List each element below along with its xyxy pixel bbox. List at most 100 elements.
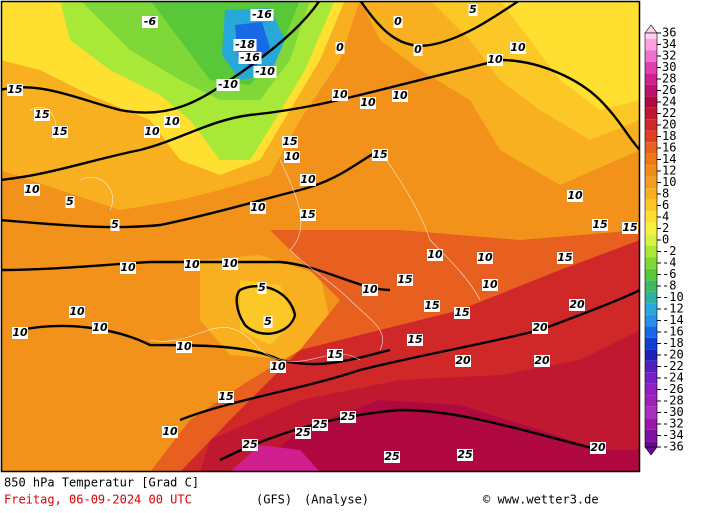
- map-date: Freitag, 06-09-2024 00 UTC: [4, 493, 192, 507]
- contour-label-bg: [233, 39, 257, 51]
- legend-swatch: [645, 130, 657, 143]
- legend-swatch: [645, 199, 657, 212]
- contour-label-bg: [312, 419, 328, 431]
- legend-swatch: [645, 222, 657, 235]
- contour-label: 10: [12, 326, 28, 339]
- contour-label-bg: [164, 116, 180, 128]
- legend-label: -14: [662, 313, 684, 327]
- legend-swatch: [645, 245, 657, 258]
- legend-label: -34: [662, 428, 684, 442]
- legend-label: 10: [662, 175, 676, 189]
- contour-label-bg: [360, 97, 376, 109]
- contour-label-bg: [300, 209, 316, 221]
- contour-label-bg: [510, 42, 526, 54]
- contour-label: 5: [469, 3, 477, 16]
- contour-label: 15: [424, 299, 440, 312]
- contour-label: -10: [218, 78, 238, 91]
- contour-label-bg: [407, 334, 423, 346]
- legend-swatch: [645, 61, 657, 74]
- contour-label: 20: [534, 354, 550, 367]
- contour-label-bg: [393, 16, 403, 28]
- legend-swatch: [645, 441, 657, 447]
- contour-label: 25: [340, 410, 356, 423]
- legend-swatch: [645, 303, 657, 315]
- contour-label: -6: [144, 15, 157, 28]
- legend-label: 0: [662, 233, 669, 247]
- legend-label: 26: [662, 83, 676, 97]
- legend-label: 12: [662, 164, 676, 178]
- contour-label: 10: [427, 248, 443, 261]
- contour-label-bg: [218, 391, 234, 403]
- legend-swatch: [645, 395, 657, 407]
- legend-label: 6: [662, 198, 669, 212]
- contour-label-bg: [142, 16, 158, 28]
- legend-swatch: [645, 188, 657, 200]
- legend-label: -12: [662, 302, 684, 316]
- contour-label: 25: [384, 450, 400, 463]
- legend-swatch: [645, 165, 657, 177]
- contour-label: 15: [622, 221, 638, 234]
- legend-label: -26: [662, 382, 684, 396]
- legend-label: 34: [662, 37, 676, 51]
- contour-label: 10: [69, 305, 85, 318]
- legend-swatch: [645, 153, 657, 166]
- contour-label-bg: [253, 66, 277, 78]
- legend-swatch: [645, 337, 657, 350]
- legend-swatch: [645, 176, 657, 189]
- legend-label: 32: [662, 49, 676, 63]
- contour-label: 15: [218, 390, 234, 403]
- legend-label: 14: [662, 152, 676, 166]
- contour-label: 0: [394, 15, 402, 28]
- legend-cap: [644, 24, 658, 34]
- contour-label-bg: [270, 361, 286, 373]
- contour-label-bg: [238, 52, 262, 64]
- legend-label: 8: [662, 187, 669, 201]
- legend-swatch: [645, 383, 657, 396]
- legend-swatch: [645, 326, 657, 338]
- contour-label: 20: [455, 354, 471, 367]
- contour-label: 10: [362, 283, 378, 296]
- contour-label-bg: [7, 84, 23, 96]
- map-field: [2, 2, 639, 471]
- contour-label-bg: [12, 327, 28, 339]
- contour-label-bg: [162, 426, 178, 438]
- contour-label: -18: [235, 38, 255, 51]
- contour-label: 15: [327, 348, 343, 361]
- contour-label-bg: [392, 90, 408, 102]
- contour-label: 15: [52, 125, 68, 138]
- contour-label-bg: [327, 349, 343, 361]
- legend-swatch: [645, 142, 657, 154]
- contour-label-bg: [52, 126, 68, 138]
- contour-label-bg: [532, 322, 548, 334]
- contour-label-bg: [222, 258, 238, 270]
- contour-label: 25: [242, 438, 258, 451]
- contour-label-bg: [24, 184, 40, 196]
- contour-label-bg: [424, 300, 440, 312]
- legend-label: -8: [662, 279, 676, 293]
- contour-label: 10: [567, 189, 583, 202]
- contour-label: 10: [184, 258, 200, 271]
- contour-label: 25: [312, 418, 328, 431]
- legend-label: 22: [662, 106, 676, 120]
- contour-label: 10: [270, 360, 286, 373]
- legend-swatch: [645, 360, 657, 373]
- legend-label: 20: [662, 118, 676, 132]
- legend-swatch: [645, 418, 657, 430]
- legend-swatch: [645, 291, 657, 304]
- legend-label: -28: [662, 394, 684, 408]
- legend-label: -20: [662, 348, 684, 362]
- legend-swatch: [645, 119, 657, 131]
- legend-label: -30: [662, 405, 684, 419]
- legend-label: 36: [662, 26, 676, 40]
- contour-label-bg: [455, 355, 471, 367]
- contour-label-bg: [250, 202, 266, 214]
- legend-label: 4: [662, 210, 669, 224]
- contour-label-bg: [592, 219, 608, 231]
- contour-label-bg: [569, 299, 585, 311]
- contour-label-bg: [92, 322, 108, 334]
- contour-label: 10: [164, 115, 180, 128]
- contour-label: 10: [250, 201, 266, 214]
- color-legend: 363432302826242220181614121086420-2-4-6-…: [644, 24, 684, 456]
- legend-label: 16: [662, 141, 676, 155]
